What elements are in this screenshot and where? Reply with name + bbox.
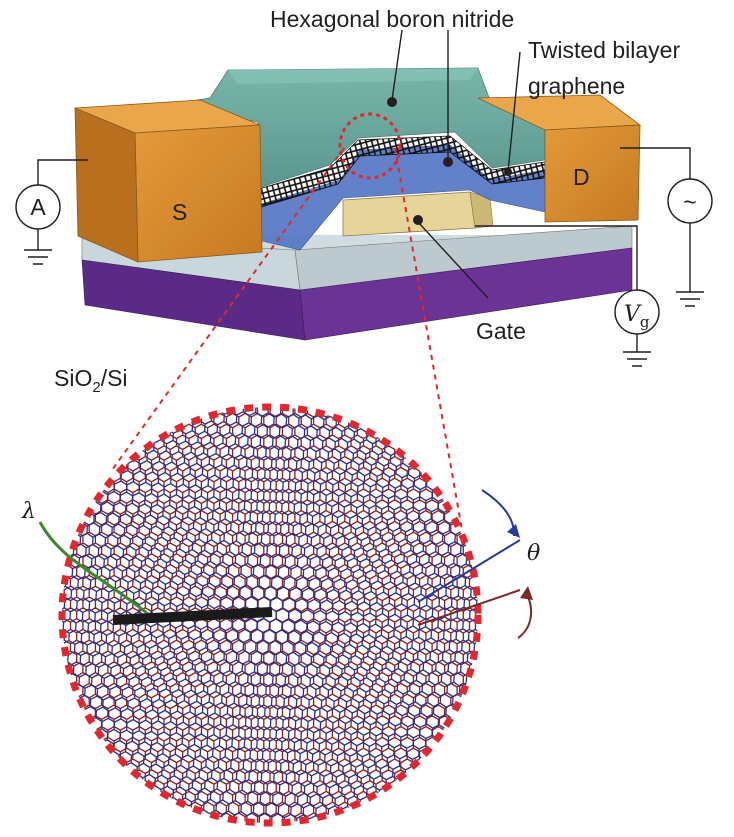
theta-axis-red <box>417 589 521 626</box>
lattice-boundary <box>58 403 482 827</box>
source-contact <box>134 124 263 263</box>
zoom-region-marker <box>338 112 402 180</box>
vg-label: Vg <box>624 302 650 331</box>
gate-leader-line <box>417 221 489 299</box>
ammeter-label: A <box>30 194 46 220</box>
zoom-line-left <box>111 147 345 471</box>
moire-wavelength-scale-bar <box>112 607 273 625</box>
theta-arrow-blue <box>481 489 516 537</box>
drain-label: D <box>573 164 590 190</box>
lambda-pointer-line <box>38 521 149 616</box>
source-label: S <box>172 199 187 225</box>
zoom-line-right <box>394 147 463 531</box>
drain-contact <box>544 124 641 223</box>
circuit <box>15 29 713 367</box>
substrate-label: SiO2/Si <box>54 365 128 396</box>
gate-label: Gate <box>476 318 526 344</box>
hbn-leader-line <box>391 29 403 101</box>
hbn-label: Hexagonal boron nitride <box>270 6 514 32</box>
theta-axis-blue <box>417 539 521 603</box>
theta-label: θ <box>527 541 540 566</box>
lattice-layer <box>62 407 478 823</box>
device-stack: S D <box>74 67 642 341</box>
tbg-label-line1: Twisted bilayer <box>528 37 680 63</box>
tbg-label-line2: graphene <box>528 73 625 99</box>
moire-lattice <box>62 407 478 823</box>
ac-source-label: ~ <box>683 189 696 215</box>
tbg-leader-line-2 <box>507 51 521 173</box>
lambda-label: λ <box>21 499 36 524</box>
